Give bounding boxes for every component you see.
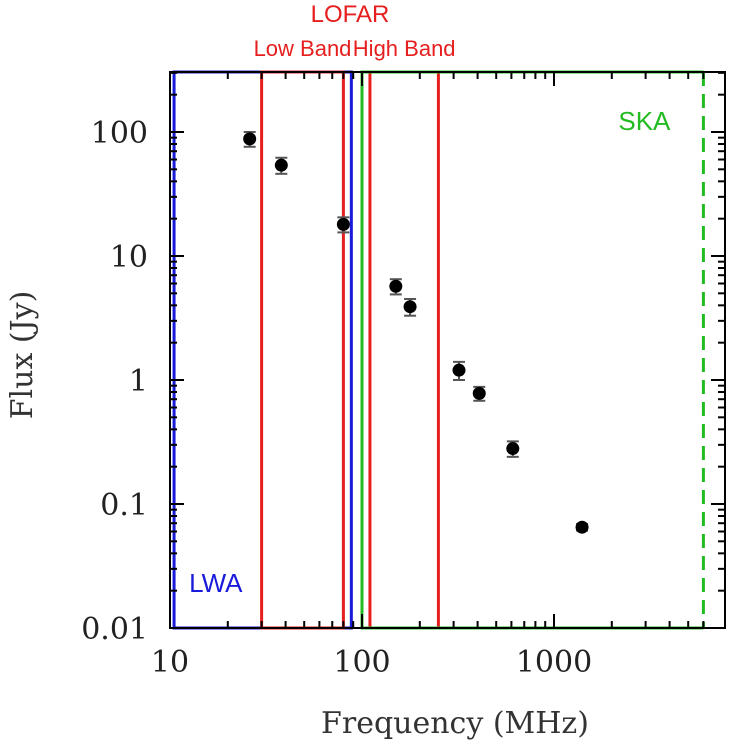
- y-tick-label: 10: [110, 240, 148, 275]
- y-tick-label: 0.01: [81, 612, 148, 647]
- data-point: [506, 440, 520, 458]
- band-ska-outline: [360, 70, 704, 630]
- data-point: [472, 385, 486, 402]
- labels: LOFAR Frequency (MHz) Flux (Jy) LWA Low B…: [5, 1, 671, 741]
- band-low-band: [260, 70, 345, 630]
- data-point: [274, 156, 288, 175]
- x-tick-label: 100: [333, 645, 390, 680]
- plot-frame: [169, 71, 726, 629]
- band-label-lwa: LWA: [189, 568, 243, 598]
- data-point: [389, 278, 403, 296]
- point-marker: [472, 386, 486, 400]
- y-axis-label: Flux (Jy): [5, 291, 40, 420]
- data-point: [452, 360, 466, 381]
- band-ska: [360, 70, 705, 630]
- tick-marks: 10 100 1000 0.01 0.1 1 10 100: [81, 71, 725, 680]
- band-high-band: [368, 70, 440, 630]
- y-tick-label: 100: [91, 116, 148, 151]
- x-tick-label: 1000: [516, 645, 592, 680]
- data-points: [243, 131, 589, 534]
- point-marker: [452, 363, 466, 377]
- band-label-high-band: High Band: [353, 36, 456, 61]
- point-marker: [403, 300, 417, 314]
- band-rectangles: [172, 70, 705, 630]
- point-marker: [243, 132, 257, 146]
- band-label-low-band: Low Band: [254, 36, 352, 61]
- x-axis-label: Frequency (MHz): [321, 706, 589, 741]
- y-tick-label: 1: [129, 364, 148, 399]
- band-label-ska: SKA: [618, 106, 671, 136]
- axes: [169, 71, 726, 629]
- data-point: [575, 520, 589, 534]
- data-point: [243, 131, 257, 148]
- x-tick-label: 10: [151, 645, 189, 680]
- point-marker: [506, 442, 520, 456]
- point-marker: [575, 520, 589, 534]
- data-point: [336, 216, 350, 234]
- group-label-lofar: LOFAR: [311, 1, 390, 28]
- point-marker: [389, 279, 403, 293]
- point-marker: [274, 158, 288, 172]
- y-tick-label: 0.1: [100, 488, 148, 523]
- data-point: [403, 298, 417, 317]
- point-marker: [336, 217, 350, 231]
